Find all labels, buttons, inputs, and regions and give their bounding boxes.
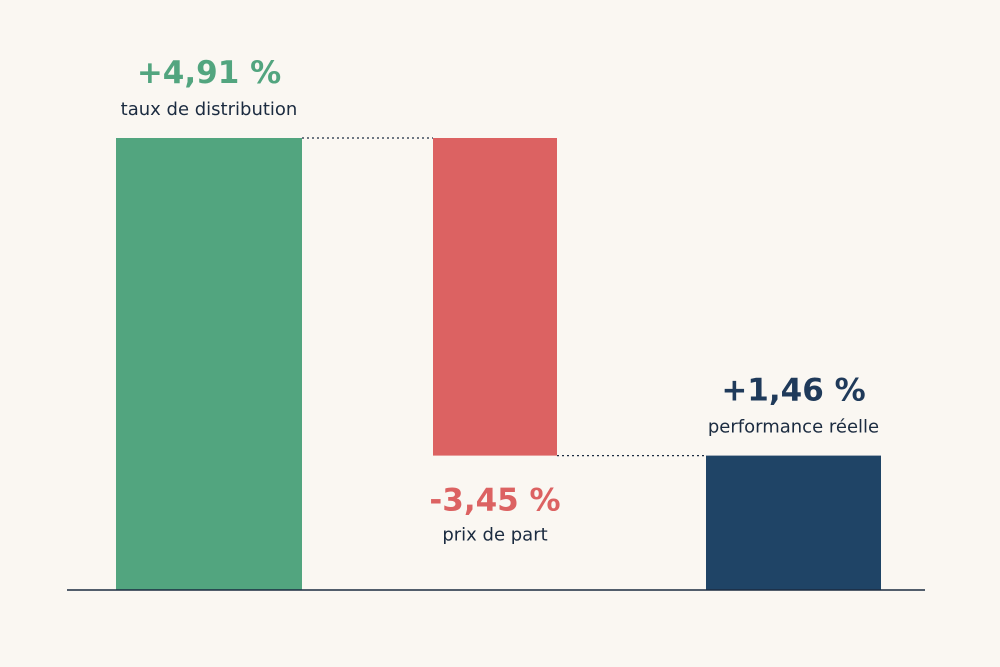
labels: +4,91 % taux de distribution -3,45 % prix d…: [121, 55, 879, 546]
connector-lines: [302, 137, 706, 457]
bar-1: [116, 138, 302, 590]
category-label-2: prix de part: [442, 525, 547, 546]
category-label-3: performance réelle: [708, 417, 879, 438]
value-label-1: +4,91 %: [137, 55, 281, 91]
category-label-1: taux de distribution: [121, 99, 298, 120]
bars: [116, 138, 881, 590]
value-label-3: +1,46 %: [721, 373, 865, 409]
bar-2: [433, 138, 557, 456]
bar-3: [706, 455, 881, 590]
value-label-2: -3,45 %: [429, 483, 560, 519]
